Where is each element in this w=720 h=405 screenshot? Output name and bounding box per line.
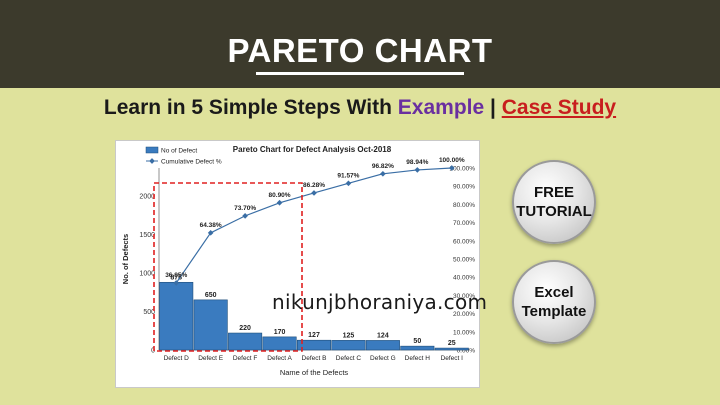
bar-defect-c: [331, 340, 366, 351]
pareto-chart: Pareto Chart for Defect Analysis Oct-201…: [115, 140, 480, 388]
subtitle-text: Learn in 5 Simple Steps With: [103, 96, 398, 119]
bar-value-label: 124: [377, 332, 389, 339]
bar-defect-i: [434, 347, 469, 351]
bar-defect-a: [262, 336, 297, 351]
bar-defect-g: [365, 340, 400, 351]
bar-value-label: 125: [343, 332, 355, 339]
y-tick-label: 2000: [139, 193, 155, 200]
legend-line-label: Cumulative Defect %: [161, 159, 222, 166]
cumulative-value-label: 91.57%: [337, 172, 359, 179]
cumulative-point: [207, 229, 214, 236]
badge-excel-line1: Excel: [534, 284, 574, 301]
page-title: PARETO CHART: [227, 32, 493, 69]
cumulative-value-label: 64.38%: [200, 222, 222, 229]
x-tick-label: Defect G: [370, 355, 396, 362]
bar-value-label: 220: [239, 325, 251, 332]
subtitle-case-study[interactable]: Case Study: [501, 96, 617, 119]
chart-svg: Pareto Chart for Defect Analysis Oct-201…: [121, 145, 476, 377]
badge-free-line1: FREE: [533, 184, 574, 201]
y-tick-label: 500: [143, 309, 155, 316]
y2-tick-label: 30.00%: [453, 293, 475, 300]
y2-tick-label: 0.00%: [457, 348, 476, 355]
cumulative-value-label: 36.85%: [165, 272, 187, 279]
y2-tick-label: 80.00%: [453, 202, 475, 209]
subtitle: Learn in 5 Simple Steps With Example | C…: [0, 96, 720, 120]
bar-value-label: 127: [308, 332, 320, 339]
badge-excel-line2: Template: [521, 303, 587, 320]
x-tick-label: Defect I: [441, 355, 464, 362]
cumulative-point: [414, 167, 421, 173]
excel-template-badge[interactable]: Excel Template: [512, 260, 596, 344]
x-tick-label: Defect A: [267, 355, 292, 362]
bar-value-label: 50: [413, 338, 421, 345]
x-tick-label: Defect F: [233, 355, 258, 362]
chart-title: Pareto Chart for Defect Analysis Oct-201…: [233, 145, 392, 154]
header-banner: PARETO CHART: [0, 0, 720, 88]
cumulative-point: [311, 190, 317, 196]
bar-value-label: 650: [205, 292, 217, 299]
cumulative-point: [173, 280, 180, 286]
cumulative-value-label: 73.70%: [234, 205, 256, 212]
x-tick-label: Defect B: [302, 355, 327, 362]
y-tick-label: 1500: [139, 232, 155, 239]
cumulative-value-label: 100.00%: [439, 157, 465, 164]
watermark: nikunjbhoraniya.com: [272, 290, 488, 314]
legend-bar-swatch: [145, 146, 159, 154]
y-tick-label: 0: [151, 348, 155, 355]
y-axis-title: No. of Defects: [121, 234, 130, 284]
cumulative-point: [276, 199, 283, 206]
bar-defect-h: [400, 345, 435, 351]
x-axis-title: Name of the Defects: [280, 368, 349, 377]
bar-defect-f: [228, 332, 263, 351]
vital-few-highlight: [153, 182, 303, 352]
cumulative-value-label: 96.82%: [372, 163, 394, 170]
free-tutorial-badge[interactable]: FREE TUTORIAL: [512, 160, 596, 244]
cumulative-point: [345, 180, 352, 187]
bar-value-label: 170: [274, 329, 286, 336]
bar-defect-b: [296, 339, 332, 351]
x-tick-label: Defect E: [198, 355, 224, 362]
y-tick-label: 1000: [139, 270, 155, 277]
y2-tick-label: 10.00%: [453, 329, 475, 336]
x-tick-label: Defect C: [336, 355, 362, 362]
y2-tick-label: 60.00%: [453, 238, 475, 245]
cumulative-value-label: 80.90%: [269, 192, 291, 199]
bar-defect-d: [159, 281, 194, 351]
title-underline: [256, 72, 464, 75]
x-tick-label: Defect H: [405, 355, 431, 362]
subtitle-separator: |: [484, 96, 502, 119]
cumulative-point: [242, 213, 248, 219]
y2-tick-label: 40.00%: [453, 275, 475, 282]
cumulative-value-label: 98.94%: [406, 159, 428, 166]
bar-value-label: 878: [170, 274, 182, 281]
x-tick-label: Defect D: [164, 355, 190, 362]
badge-free-line2: TUTORIAL: [516, 203, 592, 220]
cumulative-point: [380, 170, 386, 177]
legend-line-marker: [149, 158, 155, 164]
y2-tick-label: 90.00%: [453, 184, 475, 191]
y2-tick-label: 20.00%: [453, 311, 475, 318]
cumulative-value-label: 86.28%: [303, 182, 325, 189]
subtitle-example: Example: [397, 96, 485, 119]
y2-tick-label: 50.00%: [453, 257, 475, 264]
y2-tick-label: 100.00%: [449, 166, 475, 173]
bar-defect-e: [193, 299, 228, 351]
bar-value-label: 25: [448, 340, 456, 347]
y2-tick-label: 70.00%: [453, 220, 475, 227]
legend-bar-label: No of Defect: [161, 148, 197, 155]
